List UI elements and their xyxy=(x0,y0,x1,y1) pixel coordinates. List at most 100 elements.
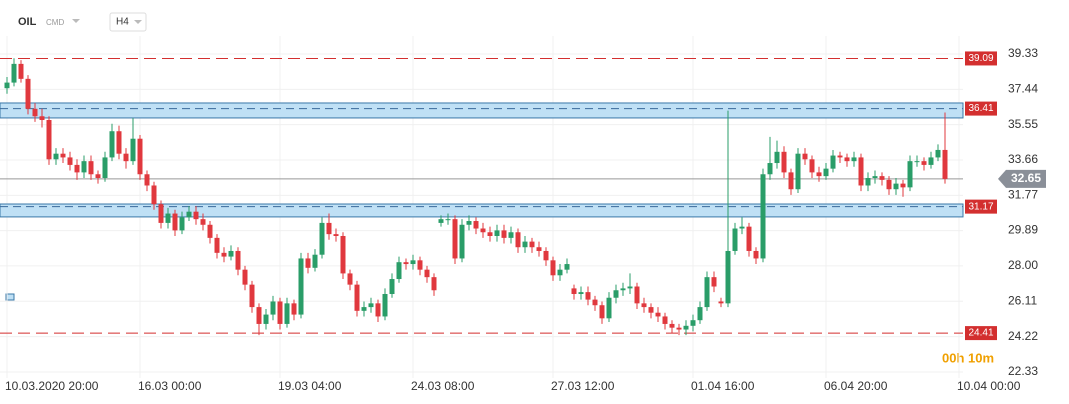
candle-body xyxy=(438,219,444,223)
y-tick-label: 33.66 xyxy=(1008,152,1038,166)
candle-body xyxy=(599,305,605,319)
candle-body xyxy=(109,131,115,158)
candle-body xyxy=(809,159,815,173)
candle-body xyxy=(179,217,185,231)
candle-body xyxy=(893,183,899,190)
candle-body xyxy=(662,316,668,324)
candle-body xyxy=(165,213,171,223)
candle-body xyxy=(88,161,94,175)
candle-body xyxy=(333,234,339,236)
candle-body xyxy=(844,157,850,162)
x-tick-label: 24.03 08:00 xyxy=(411,379,475,393)
countdown: 00h 10m xyxy=(942,350,994,365)
y-tick-label: 22.33 xyxy=(1008,364,1038,378)
level-label: 31.17 xyxy=(968,201,993,212)
dropdown-arrow[interactable] xyxy=(134,20,142,24)
candle-body xyxy=(445,219,451,221)
candle-body xyxy=(452,219,458,259)
candle-body xyxy=(879,176,885,180)
candle-body xyxy=(529,241,535,248)
candle-body xyxy=(592,299,598,306)
candle-body xyxy=(683,325,689,330)
candle-body xyxy=(725,250,731,304)
candle-body xyxy=(872,176,878,179)
zone xyxy=(0,203,964,218)
candle-body xyxy=(739,226,745,229)
level-label: 24.41 xyxy=(968,328,993,339)
level-label-box xyxy=(965,326,997,341)
candle-body xyxy=(648,307,654,313)
current-price-label: 32.65 xyxy=(1011,171,1041,185)
candle-body xyxy=(704,277,710,308)
candle-body xyxy=(921,161,927,165)
candle-body xyxy=(669,323,675,328)
candle-body xyxy=(914,161,920,163)
candle-body xyxy=(298,258,304,315)
candle-body xyxy=(459,224,465,259)
level-label-box xyxy=(965,101,997,116)
candle-body xyxy=(18,63,24,79)
candle-body xyxy=(627,286,633,289)
timeframe-select[interactable] xyxy=(109,12,147,32)
x-tick-label: 01.04 16:00 xyxy=(691,379,755,393)
timeframe[interactable]: H4 xyxy=(116,17,129,28)
candle-body xyxy=(4,82,10,89)
candle-body xyxy=(53,153,59,160)
level-label: 36.41 xyxy=(968,103,993,114)
y-tick-label: 28.00 xyxy=(1008,258,1038,272)
candle-body xyxy=(60,153,66,158)
candle-body xyxy=(816,172,822,177)
candle-body xyxy=(802,153,808,160)
candle-body xyxy=(718,301,724,304)
y-tick-label: 29.89 xyxy=(1008,223,1038,237)
candle-body xyxy=(907,161,913,188)
candle-body xyxy=(375,303,381,317)
candle-body xyxy=(928,157,934,165)
candle-body xyxy=(263,314,269,324)
candle-body xyxy=(291,303,297,315)
candle-body xyxy=(466,221,472,225)
candle-body xyxy=(277,301,283,324)
candle-body xyxy=(200,219,206,225)
candle-body xyxy=(760,174,766,259)
candle-body xyxy=(326,222,332,235)
candle-body xyxy=(865,178,871,186)
candle-body xyxy=(193,211,199,220)
candle-body xyxy=(32,108,38,117)
candle-body xyxy=(774,151,780,164)
candle-body xyxy=(25,78,31,109)
candle-body xyxy=(606,297,612,319)
market[interactable]: CMD xyxy=(46,18,64,27)
candle-body xyxy=(788,172,794,190)
zone xyxy=(0,102,964,119)
candle-body xyxy=(620,288,626,291)
candle-body xyxy=(151,185,157,205)
candle-body xyxy=(116,131,122,154)
candle-body xyxy=(935,149,941,158)
x-tick-label: 10.03.2020 20:00 xyxy=(5,379,99,393)
candle-body xyxy=(368,303,374,308)
y-tick-label: 37.44 xyxy=(1008,81,1038,95)
symbol[interactable]: OIL xyxy=(18,16,37,28)
candle-body xyxy=(396,262,402,280)
candle-body xyxy=(347,273,353,285)
candle-body xyxy=(781,151,787,173)
candle-body xyxy=(676,327,682,330)
candle-body xyxy=(480,228,486,233)
candle-body xyxy=(487,232,493,236)
candle-body xyxy=(186,211,192,218)
candle-body xyxy=(571,288,577,294)
dropdown-arrow[interactable] xyxy=(72,19,80,23)
candle-body xyxy=(942,149,948,179)
level-label-box xyxy=(965,51,997,66)
candle-body xyxy=(494,230,500,236)
candle-body xyxy=(81,161,87,173)
candle-body xyxy=(753,250,759,259)
current-price-box xyxy=(998,169,1046,188)
icon[interactable] xyxy=(5,293,15,301)
candle-body xyxy=(732,228,738,251)
candle-body xyxy=(382,293,388,317)
candle-body xyxy=(424,269,430,278)
candle-body xyxy=(431,277,437,291)
candle-body xyxy=(361,307,367,311)
